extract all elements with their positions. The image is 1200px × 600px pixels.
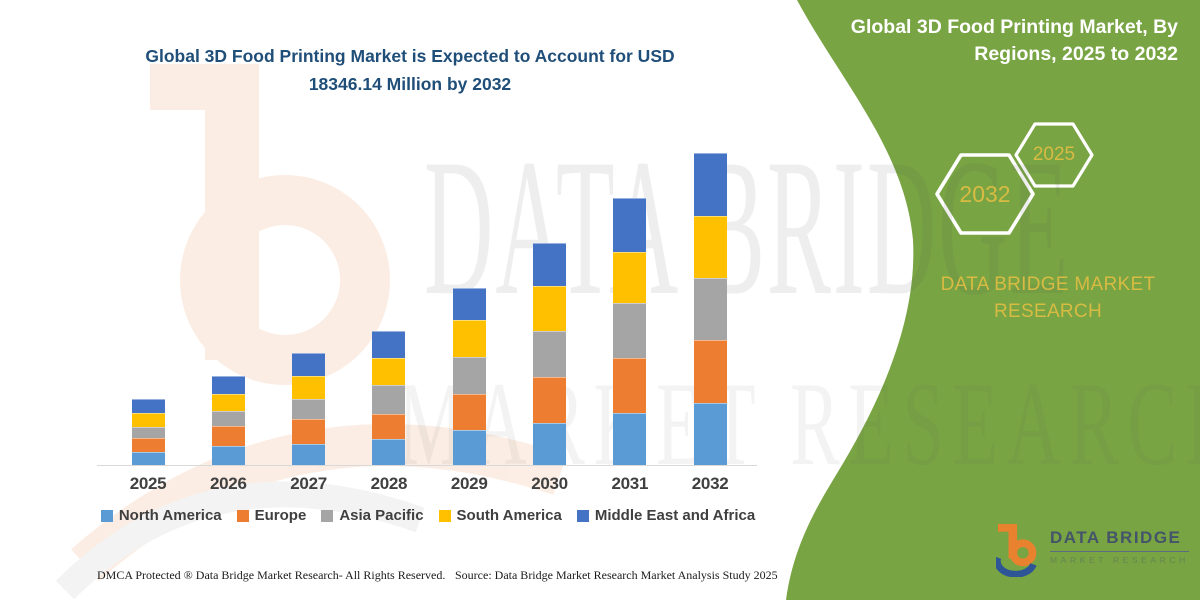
brand-text-line1: DATA BRIDGE MARKET bbox=[940, 274, 1156, 295]
legend: North America Europe Asia Pacific South Ame… bbox=[97, 507, 759, 524]
legend-item-middle-east-and-africa: Middle East and Africa bbox=[576, 507, 756, 524]
x-axis-label-2027: 2027 bbox=[290, 474, 327, 493]
bar-segment-2030-europe bbox=[533, 377, 566, 423]
bar-2025 bbox=[131, 399, 165, 465]
bar-segment-2027-europe bbox=[292, 419, 326, 445]
data-bridge-logo-icon bbox=[996, 524, 1037, 577]
bar-2027 bbox=[292, 353, 326, 465]
bar-2026 bbox=[211, 375, 245, 465]
legend-swatch bbox=[100, 509, 113, 522]
bar-segment-2026-north-america bbox=[211, 446, 245, 465]
bar-segment-2025-asia-pacific bbox=[131, 426, 165, 439]
bar-segment-2030-asia-pacific bbox=[533, 331, 566, 378]
legend-swatch bbox=[236, 509, 249, 522]
legend-label: Europe bbox=[254, 507, 307, 524]
bar-segment-2027-middle-east-and-africa bbox=[292, 353, 326, 377]
x-axis-label-2029: 2029 bbox=[450, 474, 488, 493]
bar-2028 bbox=[372, 330, 406, 465]
bar-2029 bbox=[452, 287, 486, 465]
bar-segment-2030-middle-east-and-africa bbox=[533, 243, 566, 287]
side-panel-title: Global 3D Food Printing Market, By Regio… bbox=[833, 14, 1178, 68]
hexagon-2025-label: 2025 bbox=[1032, 144, 1076, 165]
legend-label: Asia Pacific bbox=[339, 507, 424, 524]
green-panel bbox=[786, 0, 1200, 600]
bar-segment-2029-north-america bbox=[452, 430, 486, 465]
bar-segment-2031-europe bbox=[613, 358, 647, 413]
bar-segment-2026-middle-east-and-africa bbox=[211, 375, 245, 394]
plot-area: 2025 2026 2027 2028 2029 2030 2031 2032 bbox=[97, 130, 757, 493]
x-axis-label-2028: 2028 bbox=[370, 474, 408, 493]
brand-text-line2: RESEARCH bbox=[994, 301, 1102, 322]
legend-swatch bbox=[438, 509, 451, 522]
x-axis-label-2025: 2025 bbox=[129, 474, 167, 493]
footer-source-text: Source: Data Bridge Market Research Mark… bbox=[455, 568, 778, 582]
logo-name: DATA BRIDGE bbox=[1050, 528, 1189, 552]
side-panel-title-line2: Regions, 2025 to 2032 bbox=[974, 43, 1178, 65]
legend-item-europe: Europe bbox=[236, 507, 307, 524]
legend-item-asia-pacific: Asia Pacific bbox=[321, 507, 424, 524]
legend-swatch bbox=[321, 509, 334, 522]
bar-segment-2029-asia-pacific bbox=[452, 356, 486, 394]
bar-segment-2025-north-america bbox=[131, 451, 165, 465]
bar-2031 bbox=[613, 198, 647, 465]
x-axis-label-2026: 2026 bbox=[209, 474, 247, 493]
legend-label: Middle East and Africa bbox=[594, 507, 756, 524]
bar-segment-2030-south-america bbox=[533, 286, 566, 332]
bar-segment-2028-south-america bbox=[372, 357, 406, 385]
bar-segment-2029-europe bbox=[452, 393, 486, 430]
x-axis-label-2031: 2031 bbox=[611, 474, 649, 493]
legend-swatch bbox=[576, 509, 589, 522]
bar-segment-2028-middle-east-and-africa bbox=[372, 330, 406, 358]
bar-segment-2029-south-america bbox=[452, 319, 486, 357]
bar-2030 bbox=[533, 243, 566, 465]
bar-segment-2032-north-america bbox=[693, 403, 727, 465]
footer-dmca-text: DMCA Protected ® Data Bridge Market Rese… bbox=[97, 568, 446, 582]
hexagon-2025 bbox=[1014, 122, 1094, 188]
legend-item-north-america: North America bbox=[100, 507, 222, 524]
bar-segment-2025-middle-east-and-africa bbox=[131, 399, 165, 414]
data-bridge-logo: DATA BRIDGE MARKET RESEARCH bbox=[996, 521, 1192, 581]
bar-segment-2032-asia-pacific bbox=[693, 278, 727, 341]
bar-segment-2028-europe bbox=[372, 414, 406, 439]
bar-segment-2028-north-america bbox=[372, 439, 406, 465]
side-panel-title-line1: Global 3D Food Printing Market, By bbox=[850, 16, 1178, 38]
bar-segment-2031-asia-pacific bbox=[613, 303, 647, 359]
bar-segment-2032-south-america bbox=[693, 215, 727, 279]
logo-subname: MARKET RESEARCH bbox=[1050, 555, 1189, 565]
bar-segment-2027-asia-pacific bbox=[292, 399, 326, 420]
bar-segment-2032-middle-east-and-africa bbox=[693, 153, 727, 216]
chart-title-line2: 18346.14 Million by 2032 bbox=[308, 74, 512, 94]
legend-label: South America bbox=[456, 507, 562, 524]
hexagon-2032 bbox=[935, 153, 1035, 235]
x-axis-line bbox=[97, 465, 757, 466]
bar-segment-2025-europe bbox=[131, 438, 165, 452]
bar-2032 bbox=[693, 153, 727, 465]
legend-label: North America bbox=[118, 507, 222, 524]
bar-segment-2031-south-america bbox=[613, 252, 647, 304]
bar-segment-2031-middle-east-and-africa bbox=[613, 198, 647, 253]
bar-segment-2028-asia-pacific bbox=[372, 384, 406, 414]
bar-segment-2029-middle-east-and-africa bbox=[452, 287, 486, 320]
chart-title-line1: Global 3D Food Printing Market is Expect… bbox=[145, 46, 675, 66]
bar-segment-2026-south-america bbox=[211, 393, 245, 411]
brand-text: DATA BRIDGE MARKET RESEARCH bbox=[920, 271, 1176, 325]
bar-segment-2031-north-america bbox=[613, 413, 647, 465]
bar-segment-2026-asia-pacific bbox=[211, 410, 245, 426]
bar-segment-2025-south-america bbox=[131, 413, 165, 427]
hexagon-badges bbox=[935, 122, 1094, 235]
hexagon-2032-label: 2032 bbox=[959, 180, 1011, 207]
bar-segment-2027-south-america bbox=[292, 376, 326, 400]
x-axis-label-2032: 2032 bbox=[691, 474, 729, 493]
bar-segment-2026-europe bbox=[211, 425, 245, 446]
bar-segment-2027-north-america bbox=[292, 444, 326, 465]
chart-title: Global 3D Food Printing Market is Expect… bbox=[100, 42, 720, 98]
x-axis-label-2030: 2030 bbox=[531, 474, 568, 493]
bar-segment-2032-europe bbox=[693, 340, 727, 403]
legend-item-south-america: South America bbox=[438, 507, 562, 524]
bar-segment-2030-north-america bbox=[533, 423, 566, 465]
